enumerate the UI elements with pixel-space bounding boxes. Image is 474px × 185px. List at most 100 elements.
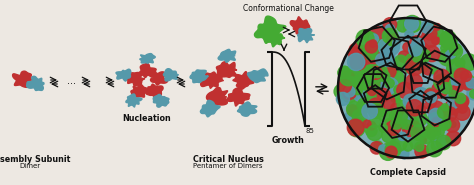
Circle shape bbox=[347, 105, 358, 116]
Circle shape bbox=[347, 104, 357, 113]
Circle shape bbox=[460, 75, 474, 90]
Circle shape bbox=[461, 54, 474, 71]
Circle shape bbox=[423, 26, 437, 40]
Circle shape bbox=[427, 126, 441, 139]
Circle shape bbox=[449, 86, 458, 95]
Circle shape bbox=[383, 78, 392, 87]
Circle shape bbox=[352, 53, 358, 59]
Circle shape bbox=[362, 103, 377, 119]
Circle shape bbox=[434, 23, 440, 30]
Circle shape bbox=[352, 109, 367, 124]
Circle shape bbox=[375, 53, 388, 66]
Circle shape bbox=[394, 98, 401, 104]
Circle shape bbox=[431, 141, 441, 151]
Polygon shape bbox=[201, 100, 220, 117]
Polygon shape bbox=[146, 84, 163, 98]
Circle shape bbox=[363, 65, 380, 81]
Circle shape bbox=[363, 44, 378, 60]
Circle shape bbox=[466, 81, 473, 87]
Circle shape bbox=[349, 43, 363, 57]
Circle shape bbox=[428, 112, 444, 129]
Circle shape bbox=[385, 146, 397, 158]
Text: ...: ... bbox=[67, 76, 76, 86]
Polygon shape bbox=[151, 72, 168, 85]
Circle shape bbox=[419, 52, 429, 62]
Polygon shape bbox=[131, 85, 149, 97]
Circle shape bbox=[412, 38, 424, 51]
Circle shape bbox=[432, 37, 439, 45]
Circle shape bbox=[390, 110, 401, 122]
Circle shape bbox=[398, 51, 410, 62]
Circle shape bbox=[421, 94, 437, 109]
Circle shape bbox=[383, 28, 398, 44]
Text: Growth: Growth bbox=[272, 136, 304, 145]
Circle shape bbox=[397, 20, 409, 32]
Polygon shape bbox=[298, 28, 315, 43]
Circle shape bbox=[448, 98, 459, 109]
Circle shape bbox=[386, 32, 400, 46]
Circle shape bbox=[349, 118, 366, 135]
Circle shape bbox=[385, 79, 394, 88]
Circle shape bbox=[350, 47, 362, 58]
Circle shape bbox=[445, 100, 460, 115]
Circle shape bbox=[425, 124, 440, 140]
Circle shape bbox=[385, 24, 395, 34]
Circle shape bbox=[392, 108, 408, 123]
Circle shape bbox=[446, 131, 461, 146]
Circle shape bbox=[407, 50, 422, 65]
Circle shape bbox=[405, 17, 419, 31]
Circle shape bbox=[458, 77, 469, 88]
Circle shape bbox=[379, 124, 387, 132]
Polygon shape bbox=[290, 17, 310, 35]
Circle shape bbox=[466, 78, 474, 88]
Circle shape bbox=[340, 69, 356, 86]
Polygon shape bbox=[233, 72, 254, 89]
Circle shape bbox=[373, 82, 380, 89]
Circle shape bbox=[442, 32, 449, 39]
Circle shape bbox=[352, 61, 362, 71]
Circle shape bbox=[430, 132, 442, 144]
Circle shape bbox=[345, 111, 357, 123]
Circle shape bbox=[340, 71, 355, 87]
Circle shape bbox=[378, 38, 394, 55]
Circle shape bbox=[446, 48, 456, 59]
Circle shape bbox=[369, 40, 377, 47]
Circle shape bbox=[350, 65, 362, 77]
Circle shape bbox=[379, 145, 388, 154]
Circle shape bbox=[440, 84, 449, 93]
Circle shape bbox=[352, 80, 365, 94]
Circle shape bbox=[461, 77, 474, 90]
Circle shape bbox=[353, 49, 363, 60]
Circle shape bbox=[440, 118, 451, 130]
Circle shape bbox=[350, 54, 366, 70]
Circle shape bbox=[397, 82, 413, 98]
Polygon shape bbox=[201, 72, 223, 88]
Circle shape bbox=[456, 95, 469, 108]
Circle shape bbox=[417, 105, 426, 114]
Circle shape bbox=[413, 88, 429, 103]
Circle shape bbox=[414, 24, 420, 31]
Polygon shape bbox=[255, 16, 286, 43]
Circle shape bbox=[449, 44, 461, 55]
Circle shape bbox=[365, 95, 374, 102]
Circle shape bbox=[353, 113, 368, 129]
Circle shape bbox=[434, 69, 449, 85]
Polygon shape bbox=[247, 69, 268, 83]
Circle shape bbox=[429, 108, 443, 122]
Circle shape bbox=[380, 109, 387, 117]
Circle shape bbox=[456, 58, 465, 67]
Polygon shape bbox=[139, 64, 156, 78]
Circle shape bbox=[405, 30, 413, 39]
Circle shape bbox=[405, 66, 412, 73]
Text: Complete Capsid: Complete Capsid bbox=[370, 168, 446, 177]
Circle shape bbox=[411, 125, 427, 140]
Circle shape bbox=[387, 33, 398, 43]
Circle shape bbox=[374, 46, 388, 59]
Circle shape bbox=[460, 70, 472, 81]
Circle shape bbox=[427, 141, 442, 157]
Circle shape bbox=[397, 100, 406, 109]
Circle shape bbox=[440, 30, 456, 46]
Circle shape bbox=[418, 62, 428, 73]
Circle shape bbox=[444, 85, 455, 97]
Circle shape bbox=[405, 52, 421, 68]
